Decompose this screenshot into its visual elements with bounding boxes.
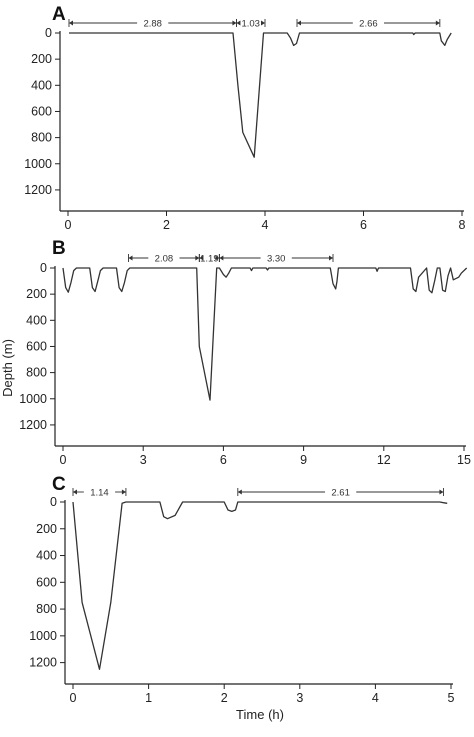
y-tick-label: 200 (26, 287, 47, 301)
interval-arrowhead (261, 20, 265, 26)
y-tick-label: 400 (31, 78, 52, 92)
y-tick-label: 1200 (19, 418, 47, 432)
interval-label: 3.30 (267, 254, 286, 265)
y-tick-label: 200 (31, 52, 52, 66)
interval-arrowhead (199, 255, 204, 261)
interval-label: 1.03 (241, 19, 260, 30)
interval-annotation: 2.66 (296, 19, 441, 30)
interval-arrowhead (329, 255, 334, 261)
x-tick-label: 3 (140, 453, 147, 467)
y-tick-label: 1200 (29, 656, 57, 670)
interval-arrowhead (195, 255, 200, 261)
interval-annotation: 2.61 (237, 488, 444, 499)
interval-label: 2.66 (359, 19, 378, 30)
interval-arrowhead (219, 255, 224, 261)
x-tick-label: 4 (372, 691, 379, 705)
x-axis-title: Time (h) (236, 707, 284, 722)
x-tick-label: 12 (377, 453, 391, 467)
x-tick-label: 2 (163, 218, 170, 232)
y-tick-label: 1000 (19, 392, 47, 406)
x-tick-label: 0 (60, 453, 67, 467)
interval-annotation: 2.08 (128, 254, 200, 265)
dive-profile-line (72, 501, 448, 670)
y-tick-label: 800 (26, 366, 47, 380)
x-tick-label: 4 (262, 218, 269, 232)
interval-label: 1.14 (90, 488, 109, 499)
interval-arrowhead (232, 20, 237, 26)
interval-label: 1.19 (200, 254, 219, 265)
x-tick-label: 15 (457, 453, 471, 467)
y-tick-label: 1000 (29, 629, 57, 643)
interval-label: 2.08 (155, 254, 174, 265)
y-tick-label: 600 (31, 104, 52, 118)
y-tick-label: 0 (40, 261, 47, 275)
x-tick-label: 0 (70, 691, 77, 705)
y-tick-label: 600 (26, 339, 47, 353)
y-tick-label: 0 (50, 495, 57, 509)
x-tick-label: 6 (360, 218, 367, 232)
y-tick-label: 600 (36, 575, 57, 589)
interval-label: 2.61 (331, 488, 350, 499)
interval-arrowhead (439, 489, 444, 495)
interval-annotation: 2.88 (68, 19, 237, 30)
panel-letter: C (52, 474, 66, 495)
x-tick-label: 5 (448, 691, 455, 705)
panel-letter: A (52, 4, 66, 25)
interval-arrowhead (435, 20, 440, 26)
x-tick-label: 0 (65, 218, 72, 232)
y-tick-label: 1200 (24, 183, 52, 197)
interval-annotation: 3.30 (218, 254, 334, 265)
y-tick-label: 0 (45, 26, 52, 40)
dive-profile-line (69, 32, 452, 158)
y-tick-label: 800 (31, 131, 52, 145)
x-tick-label: 2 (221, 691, 228, 705)
interval-annotation: 1.14 (72, 488, 127, 499)
dive-profile-line (62, 267, 468, 401)
interval-arrowhead (68, 20, 73, 26)
x-tick-label: 9 (300, 453, 307, 467)
y-tick-label: 800 (36, 602, 57, 616)
interval-arrowhead (215, 255, 220, 261)
x-tick-label: 6 (220, 453, 227, 467)
interval-arrowhead (121, 489, 126, 495)
x-tick-label: 8 (459, 218, 466, 232)
x-tick-label: 1 (145, 691, 152, 705)
interval-annotation: 1.19 (198, 254, 220, 265)
interval-arrowhead (73, 489, 77, 495)
y-tick-label: 200 (36, 522, 57, 536)
interval-arrowhead (128, 255, 133, 261)
panel-letter: B (52, 238, 66, 259)
y-tick-label: 400 (26, 313, 47, 327)
interval-arrowhead (297, 20, 302, 26)
y-tick-label: 400 (36, 549, 57, 563)
interval-annotation: 1.03 (235, 19, 266, 30)
y-tick-label: 1000 (24, 157, 52, 171)
y-axis-title: Depth (m) (0, 339, 15, 397)
x-tick-label: 3 (296, 691, 303, 705)
interval-label: 2.88 (143, 19, 162, 30)
interval-arrowhead (236, 20, 241, 26)
interval-arrowhead (237, 489, 242, 495)
